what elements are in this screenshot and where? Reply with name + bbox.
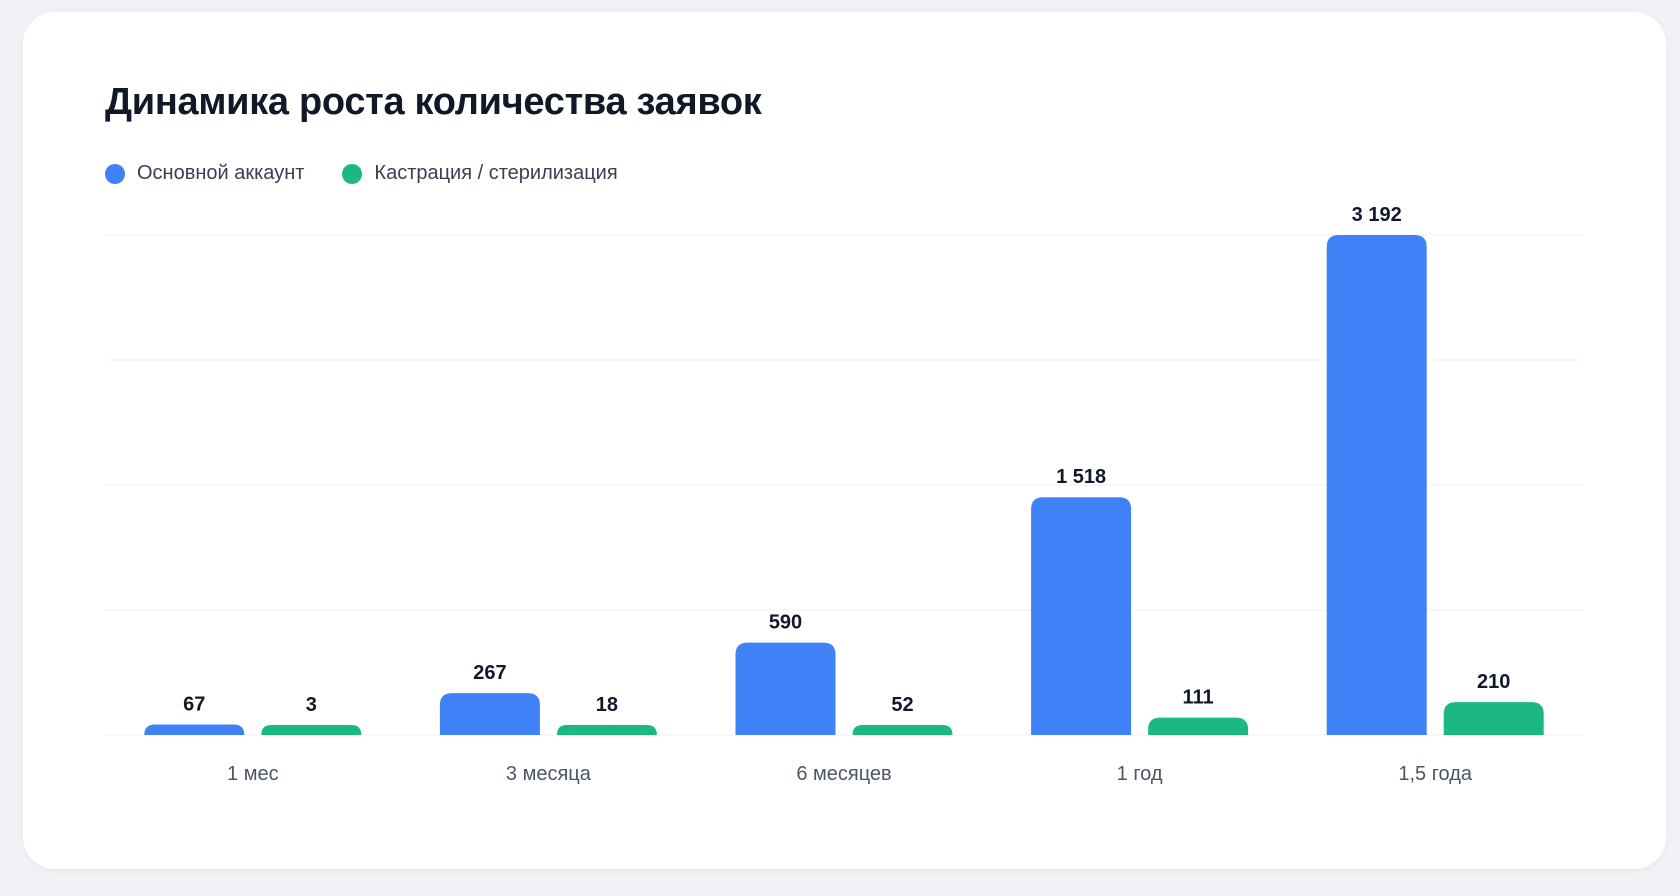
bar-sterilization-2[interactable] bbox=[852, 725, 953, 735]
legend-dot-main-account bbox=[105, 163, 125, 184]
bar-value-label-sterilization-3: 111 bbox=[1183, 687, 1214, 709]
legend-item-main-account[interactable]: Основной аккаунт bbox=[105, 162, 304, 185]
bar-value-label-sterilization-4: 210 bbox=[1477, 671, 1510, 693]
bar-sterilization-3[interactable] bbox=[1148, 717, 1249, 735]
bar-value-label-main-account-1: 267 bbox=[473, 662, 506, 684]
bar-sterilization-4[interactable] bbox=[1443, 702, 1544, 735]
bar-main-account-1[interactable] bbox=[439, 693, 540, 735]
legend-label-main-account: Основной аккаунт bbox=[137, 162, 305, 184]
bar-value-label-main-account-0: 67 bbox=[183, 694, 205, 716]
bar-value-label-main-account-4: 3 192 bbox=[1352, 204, 1402, 226]
bar-value-label-sterilization-2: 52 bbox=[891, 694, 913, 716]
legend-label-sterilization: Кастрация / стерилизация bbox=[374, 162, 618, 184]
chart-title: Динамика роста количества заявок bbox=[105, 81, 762, 123]
bar-sterilization-0[interactable] bbox=[261, 725, 362, 735]
x-tick-label-0: 1 мес bbox=[227, 763, 279, 785]
legend-dot-sterilization bbox=[342, 163, 363, 184]
bar-main-account-4[interactable] bbox=[1326, 235, 1427, 735]
bar-value-label-main-account-2: 590 bbox=[769, 612, 802, 634]
legend-item-sterilization[interactable]: Кастрация / стерилизация bbox=[342, 162, 618, 185]
x-tick-label-4: 1,5 года bbox=[1398, 763, 1473, 785]
bar-value-label-main-account-3: 1 518 bbox=[1056, 466, 1106, 488]
bar-sterilization-1[interactable] bbox=[556, 725, 657, 735]
x-tick-label-2: 6 месяцев bbox=[796, 763, 891, 785]
bar-value-label-sterilization-0: 3 bbox=[306, 694, 317, 716]
bar-value-label-sterilization-1: 18 bbox=[596, 694, 618, 716]
x-tick-label-3: 1 год bbox=[1117, 763, 1163, 785]
chart-legend: Основной аккаунт Кастрация / стерилизаци… bbox=[105, 162, 656, 185]
x-tick-label-1: 3 месяца bbox=[506, 763, 592, 785]
bar-main-account-0[interactable] bbox=[144, 724, 245, 735]
bar-main-account-2[interactable] bbox=[735, 642, 836, 735]
bar-main-account-3[interactable] bbox=[1031, 497, 1132, 735]
